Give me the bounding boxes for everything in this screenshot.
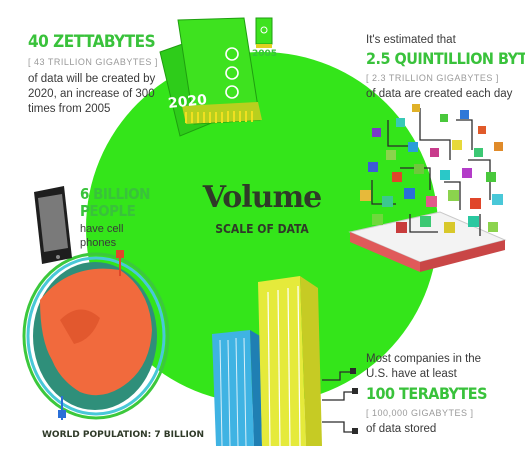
terabytes-headline: 100 TERABYTES bbox=[366, 384, 487, 403]
card-label-2005: 2005 bbox=[252, 49, 278, 59]
quintillion-headline: 2.5 QUINTILLION BYTES bbox=[366, 49, 525, 68]
memory-card-icon bbox=[159, 17, 262, 137]
center-title: Volume bbox=[202, 180, 323, 215]
center-subtitle: SCALE OF DATA bbox=[215, 222, 309, 236]
quintillion-intro: It's estimated that bbox=[366, 34, 456, 46]
smartphone-icon bbox=[34, 186, 72, 264]
zettabytes-headline: 40 ZETTABYTES bbox=[28, 32, 156, 52]
zettabytes-body: of data will be created by 2020, an incr… bbox=[28, 73, 156, 115]
terabytes-bracket: [ 100,000 GIGABYTES ] bbox=[366, 408, 474, 418]
small-memory-card-icon bbox=[255, 17, 273, 48]
globe-icon bbox=[22, 250, 170, 420]
skyscraper-icon bbox=[212, 276, 358, 447]
zettabytes-bracket: [ 43 TRILLION GIGABYTES ] bbox=[28, 57, 158, 67]
terabytes-body: of data stored bbox=[366, 423, 437, 435]
population-label: WORLD POPULATION: 7 BILLION bbox=[42, 430, 205, 440]
phones-body: have cell phones bbox=[80, 223, 124, 249]
volume-circle bbox=[86, 52, 438, 404]
quintillion-body: of data are created each day bbox=[366, 88, 513, 100]
phones-headline-line2: PEOPLE bbox=[80, 202, 136, 220]
quintillion-bracket: [ 2.3 TRILLION GIGABYTES ] bbox=[366, 73, 499, 83]
phones-headline-line1: 6 BILLION bbox=[80, 185, 150, 203]
data-blocks-icon bbox=[348, 104, 507, 272]
terabytes-intro: Most companies in the U.S. have at least bbox=[366, 353, 482, 380]
